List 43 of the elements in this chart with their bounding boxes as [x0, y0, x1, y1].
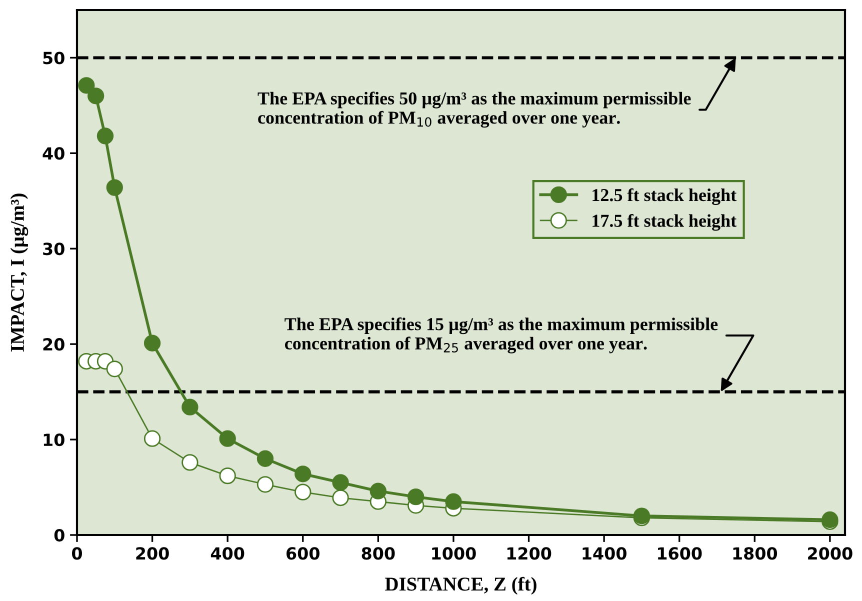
point: [256, 476, 274, 493]
x-axis-title: DISTANCE, Z (ft): [385, 576, 536, 595]
x-tick-label: 600: [286, 547, 320, 560]
point: [370, 482, 387, 500]
y-axis-title: IMPACT, I (µg/m³): [10, 194, 28, 352]
y-tick-label: 0: [54, 528, 64, 542]
point: [96, 128, 114, 144]
point: [144, 334, 161, 352]
point: [332, 474, 349, 491]
x-tick-label: 1200: [507, 547, 552, 560]
point: [78, 77, 95, 94]
point: [332, 489, 349, 506]
x-tick-label: 400: [210, 547, 244, 560]
annotation: The EPA specifies 15 µg/m³ as the maximum permissible concentration of PM$_{25}$ averaged over one year.: [284, 317, 718, 354]
x-tick-label: 1800: [733, 547, 778, 560]
y-tick-label: 50: [43, 52, 64, 64]
y-tick-label: 10: [44, 434, 64, 446]
point: [294, 466, 312, 482]
x-tick-label: 1400: [582, 547, 626, 560]
legend-label: 17.5 ft stack height: [592, 214, 737, 231]
x-tick-label: 2000: [808, 547, 852, 560]
point: [407, 488, 424, 506]
x-tick-label: 200: [136, 547, 169, 560]
point: [182, 398, 198, 416]
annotation: The EPA specifies 50 µg/m³ as the maximum permissible concentration of PM$_{10}$ averaged over one year.: [258, 92, 691, 128]
x-tick-label: 0: [72, 547, 82, 560]
point: [219, 430, 236, 447]
x-tick-label: 1600: [658, 547, 702, 560]
point: [219, 467, 236, 484]
point: [106, 360, 123, 378]
point: [294, 484, 312, 500]
legend-label: 12.5 ft stack height: [592, 188, 737, 205]
point: [144, 430, 161, 447]
y-tick-label: 30: [43, 242, 64, 256]
y-tick-label: 20: [43, 338, 64, 351]
point: [182, 454, 198, 471]
point: [106, 179, 123, 196]
x-tick-label: 1000: [432, 547, 476, 560]
point: [256, 450, 274, 467]
point: [87, 88, 104, 104]
point: [445, 493, 462, 510]
y-tick-label: 40: [42, 147, 64, 160]
x-tick-label: 800: [362, 547, 395, 560]
